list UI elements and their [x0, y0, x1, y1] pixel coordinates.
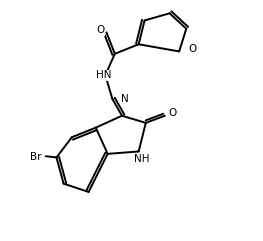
Text: O: O [168, 108, 176, 118]
Text: NH: NH [134, 154, 150, 164]
Text: HN: HN [96, 70, 112, 80]
Text: O: O [97, 26, 105, 35]
Text: O: O [188, 44, 196, 54]
Text: N: N [121, 94, 129, 104]
Text: Br: Br [31, 152, 42, 162]
